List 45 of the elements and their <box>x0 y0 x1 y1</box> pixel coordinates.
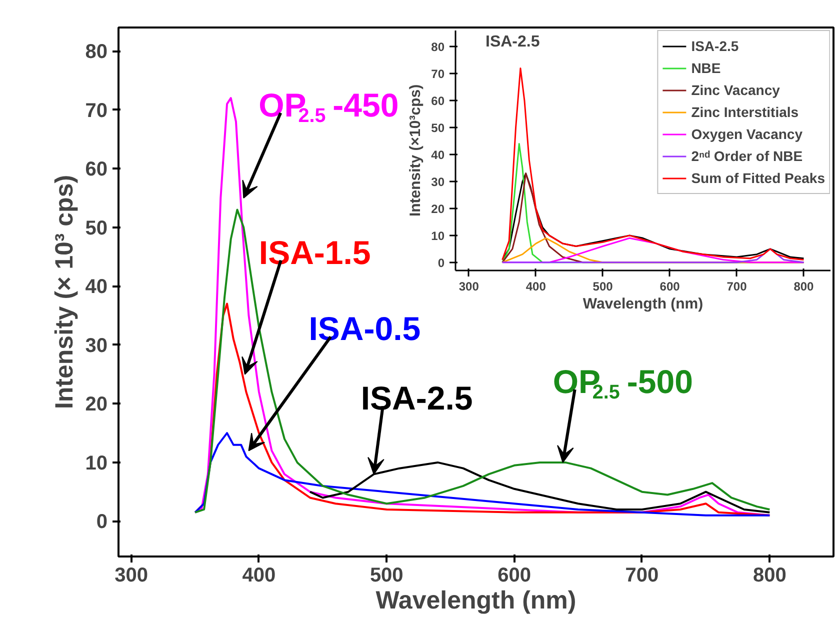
x-tick-label: 800 <box>752 564 786 586</box>
y-tick-label: 60 <box>431 94 445 108</box>
y-tick-label: 40 <box>431 148 445 162</box>
y-tick-label: 20 <box>431 202 445 216</box>
legend-label: ISA-2.5 <box>691 37 739 56</box>
legend-label: Zinc Vacancy <box>691 81 780 100</box>
x-tick-label: 300 <box>458 280 480 294</box>
legend-label: Sum of Fitted Peaks <box>691 169 825 188</box>
y-axis-title: Intensity (× 10³ cps) <box>50 174 78 410</box>
annotation: ISA-1.5 <box>258 234 371 271</box>
x-tick-label: 700 <box>625 564 659 586</box>
x-tick-label: 400 <box>242 564 276 586</box>
annotation: ISA-0.5 <box>308 310 421 348</box>
x-tick-label: 600 <box>498 564 531 586</box>
y-tick-label: 30 <box>431 175 445 190</box>
y-tick-label: 70 <box>85 100 108 122</box>
y-tick-label: 50 <box>431 121 445 136</box>
legend-label: 2ⁿᵈ Order of NBE <box>691 147 803 166</box>
y-tick-label: 10 <box>431 228 445 243</box>
legend-label: NBE <box>691 59 721 78</box>
x-axis-title: Wavelength (nm) <box>376 586 576 614</box>
x-tick-label: 700 <box>726 280 748 294</box>
y-tick-label: 80 <box>85 41 108 64</box>
y-tick-label: 70 <box>431 67 445 82</box>
y-tick-label: 0 <box>96 511 108 534</box>
x-axis-title: Wavelength (nm) <box>582 296 704 312</box>
x-tick-label: 600 <box>660 280 680 294</box>
x-tick-label: 800 <box>794 280 814 294</box>
y-tick-label: 80 <box>431 40 445 54</box>
x-tick-label: 300 <box>114 564 148 586</box>
legend-label: Oxygen Vacancy <box>691 125 802 144</box>
y-axis-title: Intensity (×10³cps) <box>407 84 424 217</box>
y-tick-label: 0 <box>438 256 445 270</box>
x-tick-label: 500 <box>592 280 614 294</box>
y-tick-label: 40 <box>85 276 108 298</box>
y-tick-label: 50 <box>85 217 108 240</box>
y-tick-label: 30 <box>85 334 108 357</box>
y-tick-label: 20 <box>85 394 108 416</box>
x-tick-label: 400 <box>526 280 546 294</box>
annotation: ISA-2.5 <box>360 380 473 417</box>
chart-title: ISA-2.5 <box>486 34 540 50</box>
y-tick-label: 60 <box>85 158 108 181</box>
y-tick-label: 10 <box>85 452 108 474</box>
legend-label: Zinc Interstitials <box>691 103 799 122</box>
x-tick-label: 500 <box>370 564 404 586</box>
